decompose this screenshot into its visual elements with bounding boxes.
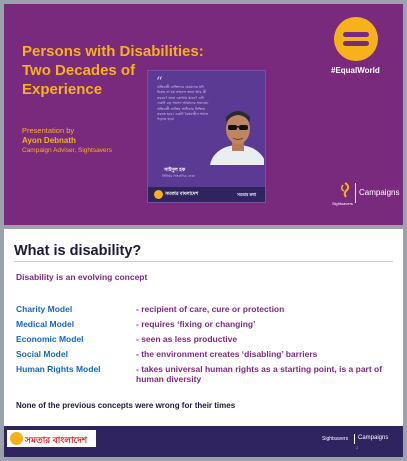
page-number: 2 [356,445,359,450]
model-name: Medical Model [16,319,75,329]
campaigns-label: Campaigns [359,188,400,197]
sightsavers-label: Sightsavers [322,436,349,442]
quote-poster-image: “ প্রতিবন্ধী ব্যক্তিদের মেয়েদের যদি বিব… [147,70,266,203]
title-slide: Persons with Disabilities: Two Decades o… [4,4,403,225]
model-description: - the environment creates ‘disabling’ ba… [136,349,318,359]
model-description: - recipient of care, cure or protection [136,304,285,314]
model-description: - seen as less productive [136,334,238,344]
brand-divider [354,434,355,444]
poster-person-name: সাইদুল হক [164,167,186,173]
model-name: Human Rights Model [16,364,101,374]
portrait-photo [208,105,264,165]
presenter-name: Ayon Debnath [22,136,76,145]
model-description: - takes universal human rights as a star… [136,364,383,384]
brand-bangla-text: সমতার বাংলাদেশ [25,435,88,445]
slide-heading: What is disability? [14,243,142,259]
slide-footnote: None of the previous concepts were wrong… [16,401,236,410]
heading-divider [14,261,393,262]
content-slide: What is disability? Disability is an evo… [4,229,403,457]
model-name: Economic Model [16,334,84,344]
model-name: Charity Model [16,304,73,314]
poster-footer: সমতার বাংলাদেশ সমতার কথা [148,187,265,202]
equal-world-hashtag: #EqualWorld [331,66,380,75]
sightsavers-label: Sightsavers [332,201,353,206]
brand-badge: সমতার বাংলাদেশ [7,430,96,447]
slide-title: Persons with Disabilities: Two Decades o… [22,43,204,98]
poster-person-designation: সিনিয়র সাংবাদিক, ঢাকা [162,174,195,178]
quote-mark: “ [156,75,163,90]
equal-logo-icon [10,432,23,445]
equal-world-logo-icon [334,17,378,61]
sightsavers-logo-icon [340,182,350,198]
model-name: Social Model [16,349,68,359]
brand-divider [355,183,356,203]
poster-quote-text: প্রতিবন্ধী ব্যক্তিদের মেয়েদের যদি বিবাহ… [157,85,209,122]
presentation-by-label: Presentation by [22,126,75,135]
poster-brand-text-2: সমতার কথা [237,192,256,197]
slide-footer: সমতার বাংলাদেশ Sightsavers Campaigns 2 [4,426,403,457]
model-description: - requires ‘fixing or changing’ [136,319,256,329]
campaigns-label: Campaigns [358,435,389,441]
equal-logo-icon [154,190,163,199]
poster-brand-text: সমতার বাংলাদেশ [165,192,199,197]
presenter-role: Campaign Adviser, Sightsavers [22,147,112,154]
slide-subtitle: Disability is an evolving concept [16,272,148,282]
